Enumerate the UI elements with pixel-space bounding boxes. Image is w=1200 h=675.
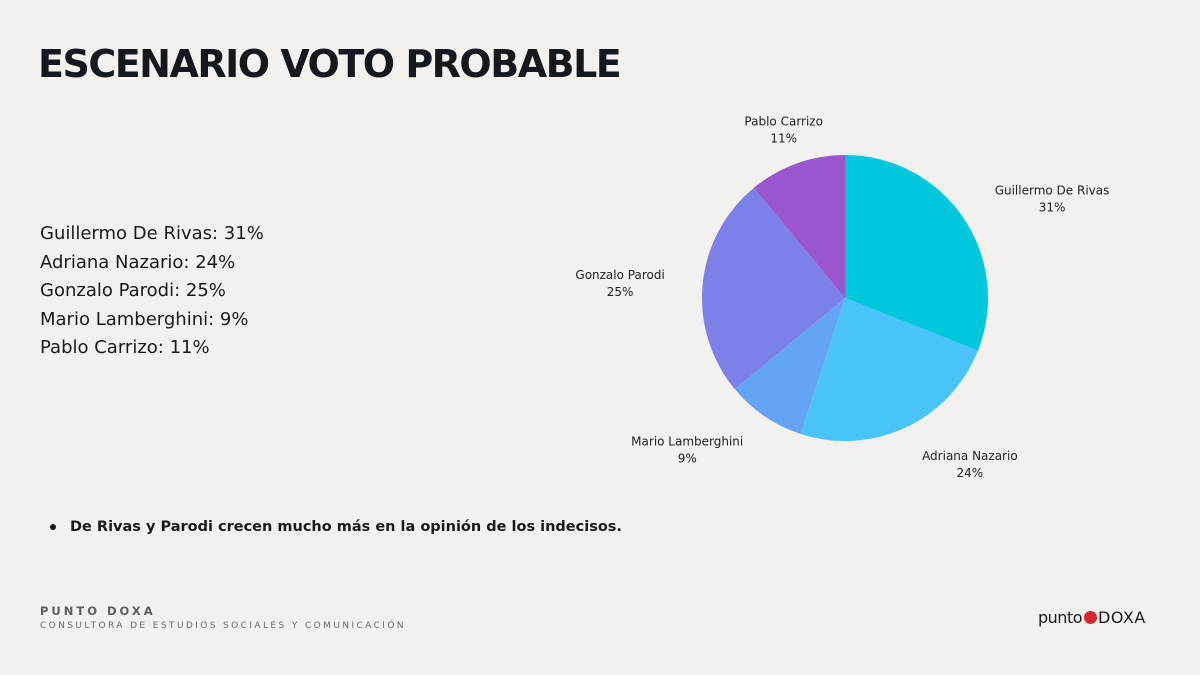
slide-title: ESCENARIO VOTO PROBABLE [38,42,622,86]
logo-dot-icon [1084,611,1097,624]
logo-text-left: punto [1038,608,1083,627]
result-item: Adriana Nazario: 24% [40,251,236,273]
pie-label-value: 31% [1039,200,1066,214]
result-item: Guillermo De Rivas: 31% [40,223,264,244]
pie-chart: Guillermo De Rivas 31% Adriana Nazario 24% M… [575,115,1110,480]
footer-subtitle: CONSULTORA DE ESTUDIOS SOCIALES Y COMUNI… [40,621,406,631]
pie-label-name: Adriana Nazario [922,449,1018,463]
result-item: Pablo Carrizo: 11% [40,337,210,358]
result-item: Mario Lamberghini: 9% [40,308,249,330]
result-item: Gonzalo Parodi: 25% [40,280,226,301]
key-insight: De Rivas y Parodi crecen mucho más en la… [50,519,622,535]
results-list: Guillermo De Rivas: 31% Adriana Nazario:… [40,220,264,363]
pie-label-value: 9% [678,452,697,466]
pie-label-value: 24% [957,466,984,480]
logo-text-right: DOXA [1098,608,1146,627]
key-insight-text: De Rivas y Parodi crecen mucho más en la… [70,519,622,535]
pie-slice-2 [734,298,845,435]
pie-slice-3 [702,187,845,390]
bullet-dot [50,524,56,530]
punto-doxa-logo: punto DOXA [1038,608,1146,627]
pie-slice-4 [753,155,845,298]
footer-brand: PUNTO DOXA [40,604,156,618]
pie-label-value: 11% [770,132,797,146]
pie-label-value: 25% [607,285,634,299]
pie-label-name: Gonzalo Parodi [575,268,664,282]
pie-label-name: Mario Lamberghini [631,435,743,449]
pie-slice-1 [800,298,978,441]
pie-slice-0 [845,155,988,351]
pie-label-name: Pablo Carrizo [744,115,823,129]
pie-label-name: Guillermo De Rivas [995,183,1110,197]
